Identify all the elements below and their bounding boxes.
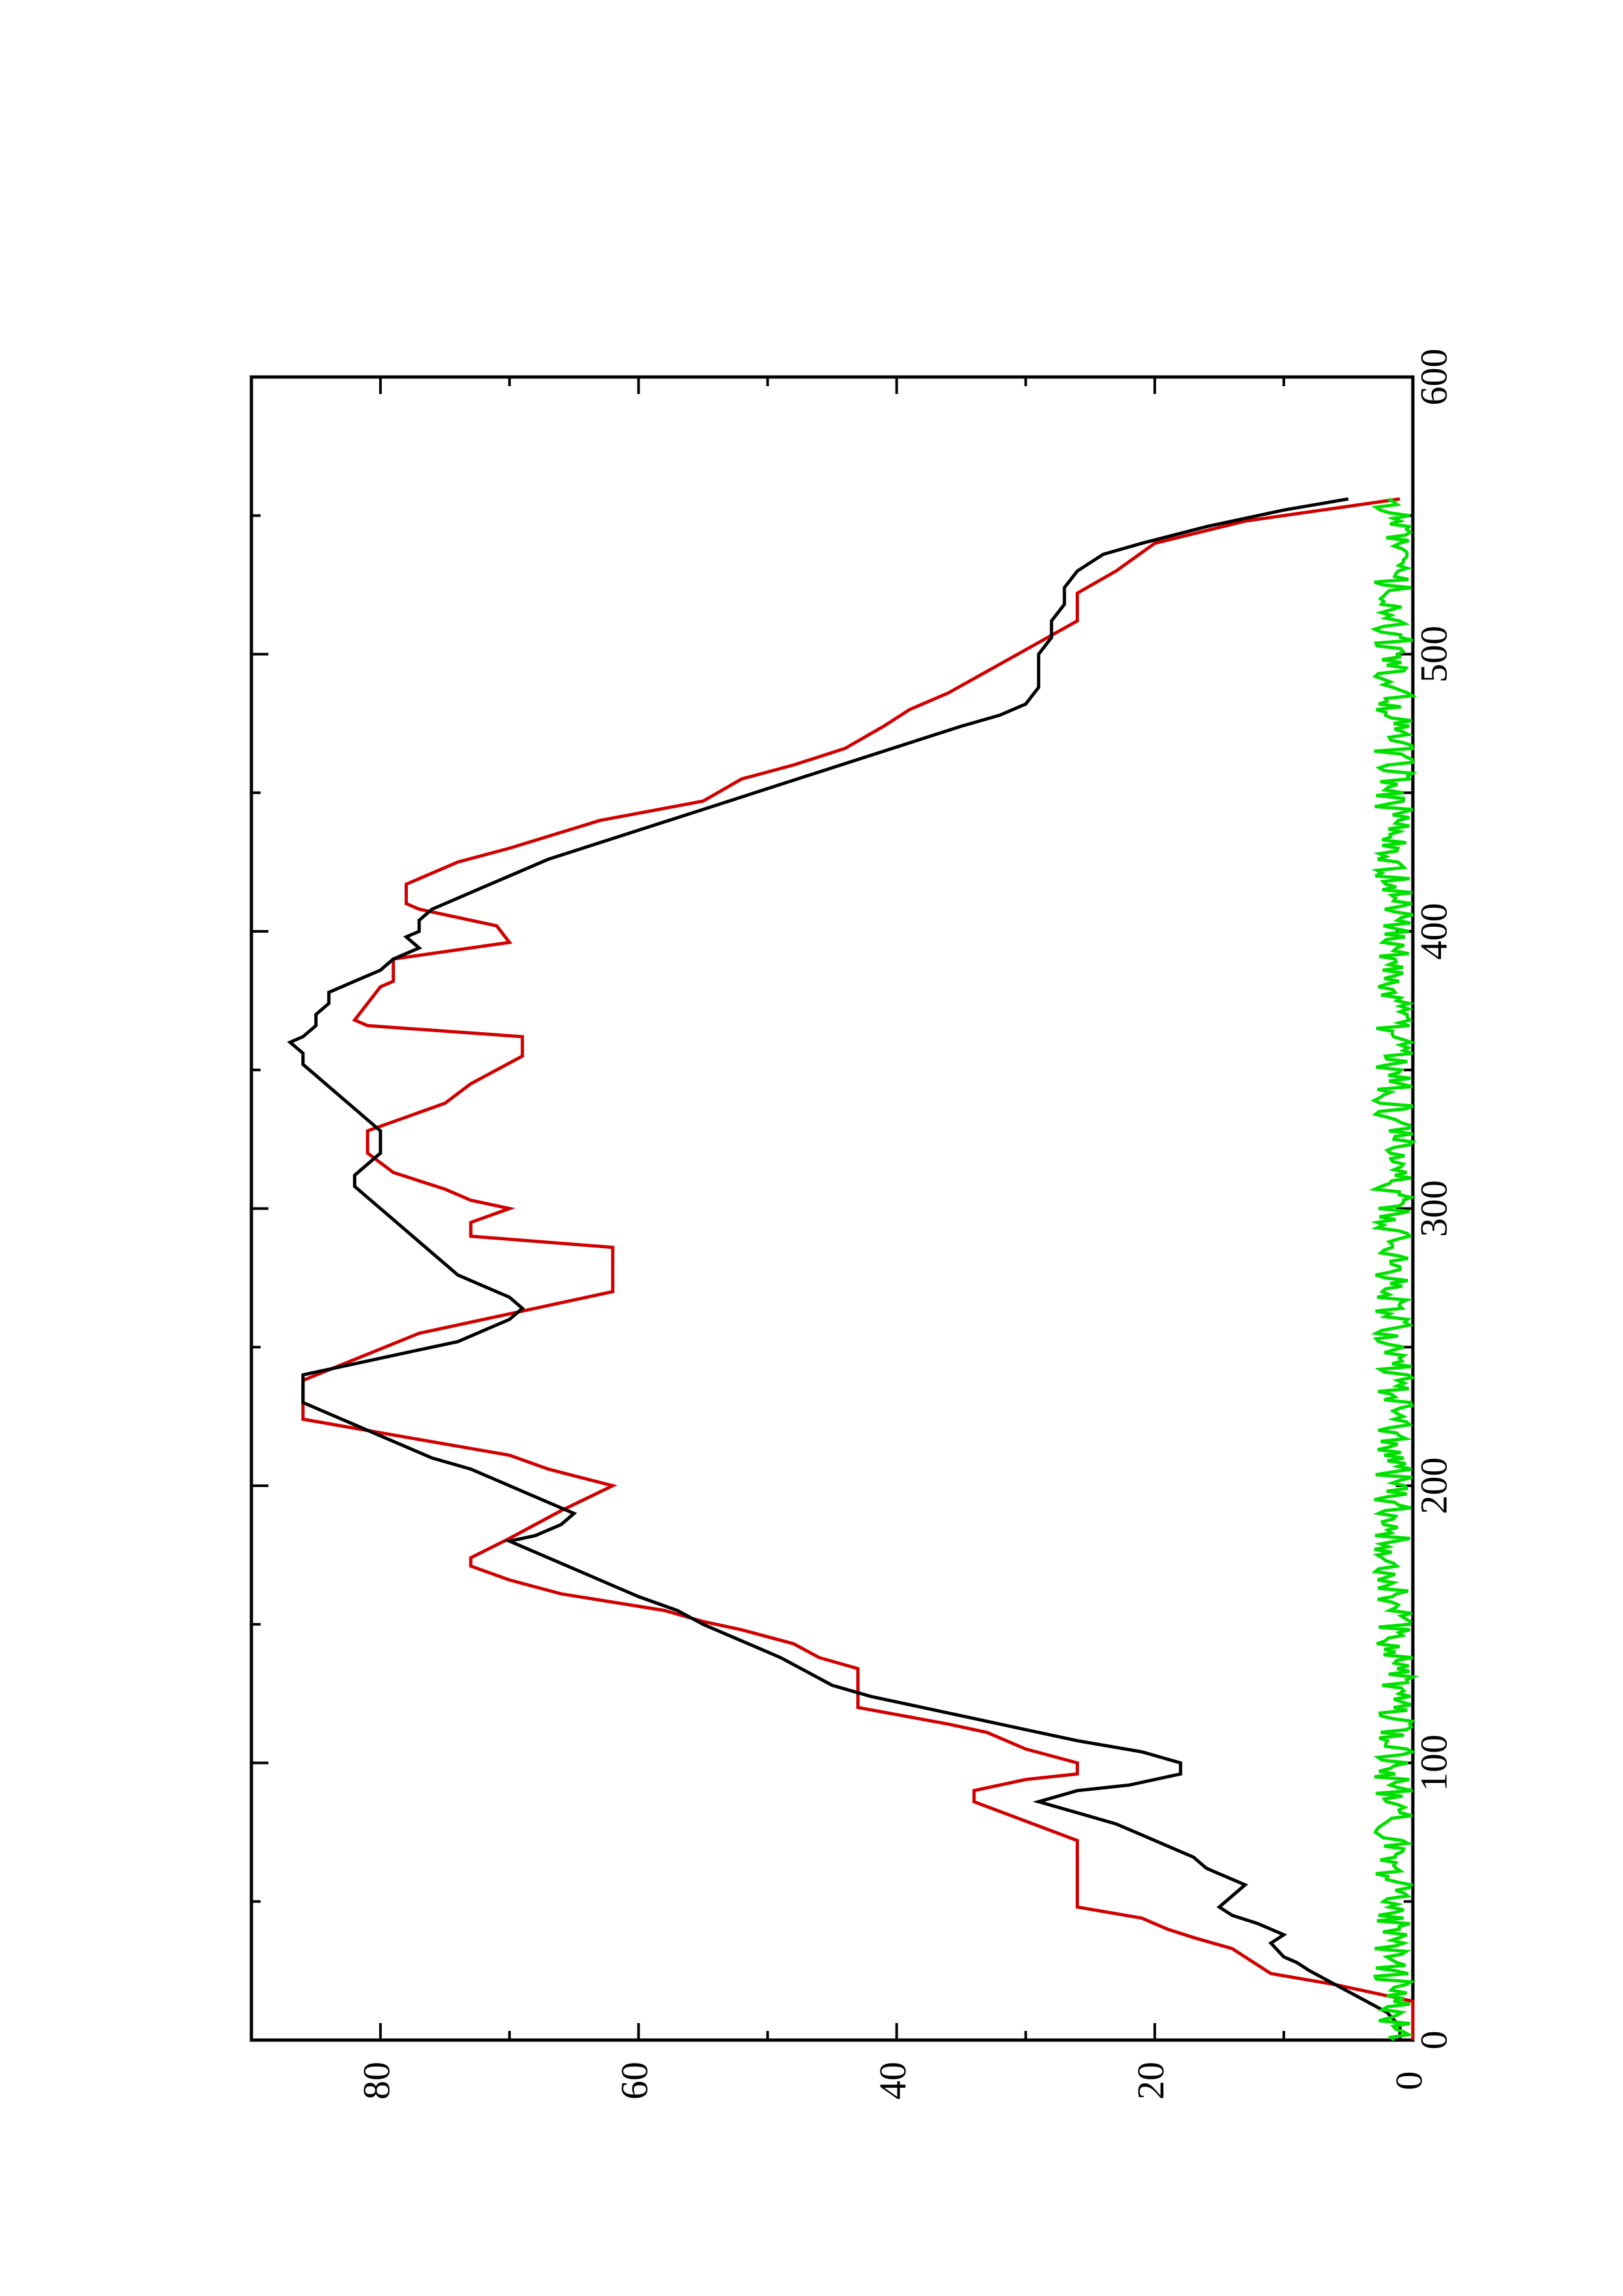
- series-line-2: [287, 497, 1402, 2040]
- tick-labels: 0 100 200 300 400 500 600 0 20 40 60 80: [355, 349, 1455, 2100]
- plot-frame: [249, 375, 1415, 2042]
- y-tick-label: 20: [1129, 2062, 1172, 2100]
- series-line-3: [1368, 497, 1419, 2041]
- series-layer: [287, 497, 1419, 2041]
- y-tick-label: 0: [1387, 2072, 1430, 2090]
- x-tick-label: 300: [1412, 1180, 1455, 1237]
- x-tick-label: 500: [1412, 626, 1455, 683]
- y-tick-label: 80: [355, 2062, 397, 2100]
- x-tick-label: 600: [1412, 349, 1455, 406]
- x-tick-label: 100: [1412, 1734, 1455, 1791]
- x-tick-label: 0: [1412, 2031, 1455, 2050]
- y-tick-label: 60: [613, 2062, 656, 2100]
- series-line-1: [301, 497, 1415, 2040]
- x-tick-label: 200: [1412, 1458, 1455, 1515]
- plot-area: 0 100 200 300 400 500 600 0 20 40 60 80: [249, 349, 1455, 2100]
- x-tick-label: 400: [1412, 903, 1455, 960]
- tick-marks: [250, 376, 1414, 2041]
- y-tick-label: 40: [871, 2062, 914, 2100]
